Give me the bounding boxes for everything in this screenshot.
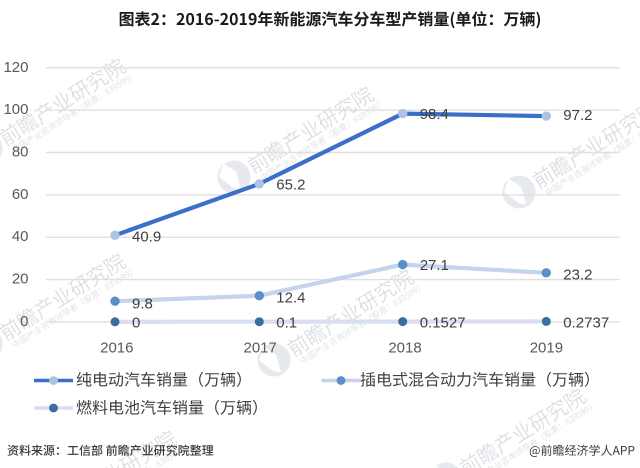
svg-text:40.9: 40.9: [132, 229, 161, 246]
svg-text:98.4: 98.4: [420, 106, 449, 123]
svg-text:80: 80: [12, 144, 29, 161]
svg-text:23.2: 23.2: [563, 267, 592, 284]
svg-text:100: 100: [3, 101, 28, 118]
svg-text:2019: 2019: [530, 340, 563, 357]
svg-text:120: 120: [3, 59, 28, 76]
svg-text:60: 60: [12, 186, 29, 203]
svg-text:2018: 2018: [388, 340, 421, 357]
svg-text:0: 0: [132, 314, 140, 331]
svg-text:0.2737: 0.2737: [563, 314, 609, 331]
svg-text:12.4: 12.4: [276, 290, 305, 307]
svg-text:65.2: 65.2: [276, 176, 305, 193]
svg-text:0.1527: 0.1527: [420, 314, 466, 331]
svg-text:0: 0: [20, 313, 28, 330]
svg-text:0.1: 0.1: [276, 314, 297, 331]
svg-text:20: 20: [12, 271, 29, 288]
svg-text:97.2: 97.2: [563, 107, 592, 124]
svg-text:2017: 2017: [244, 340, 277, 357]
svg-text:40: 40: [12, 228, 29, 245]
svg-text:2016: 2016: [100, 340, 133, 357]
svg-text:27.1: 27.1: [420, 257, 449, 274]
svg-text:9.8: 9.8: [132, 296, 153, 313]
